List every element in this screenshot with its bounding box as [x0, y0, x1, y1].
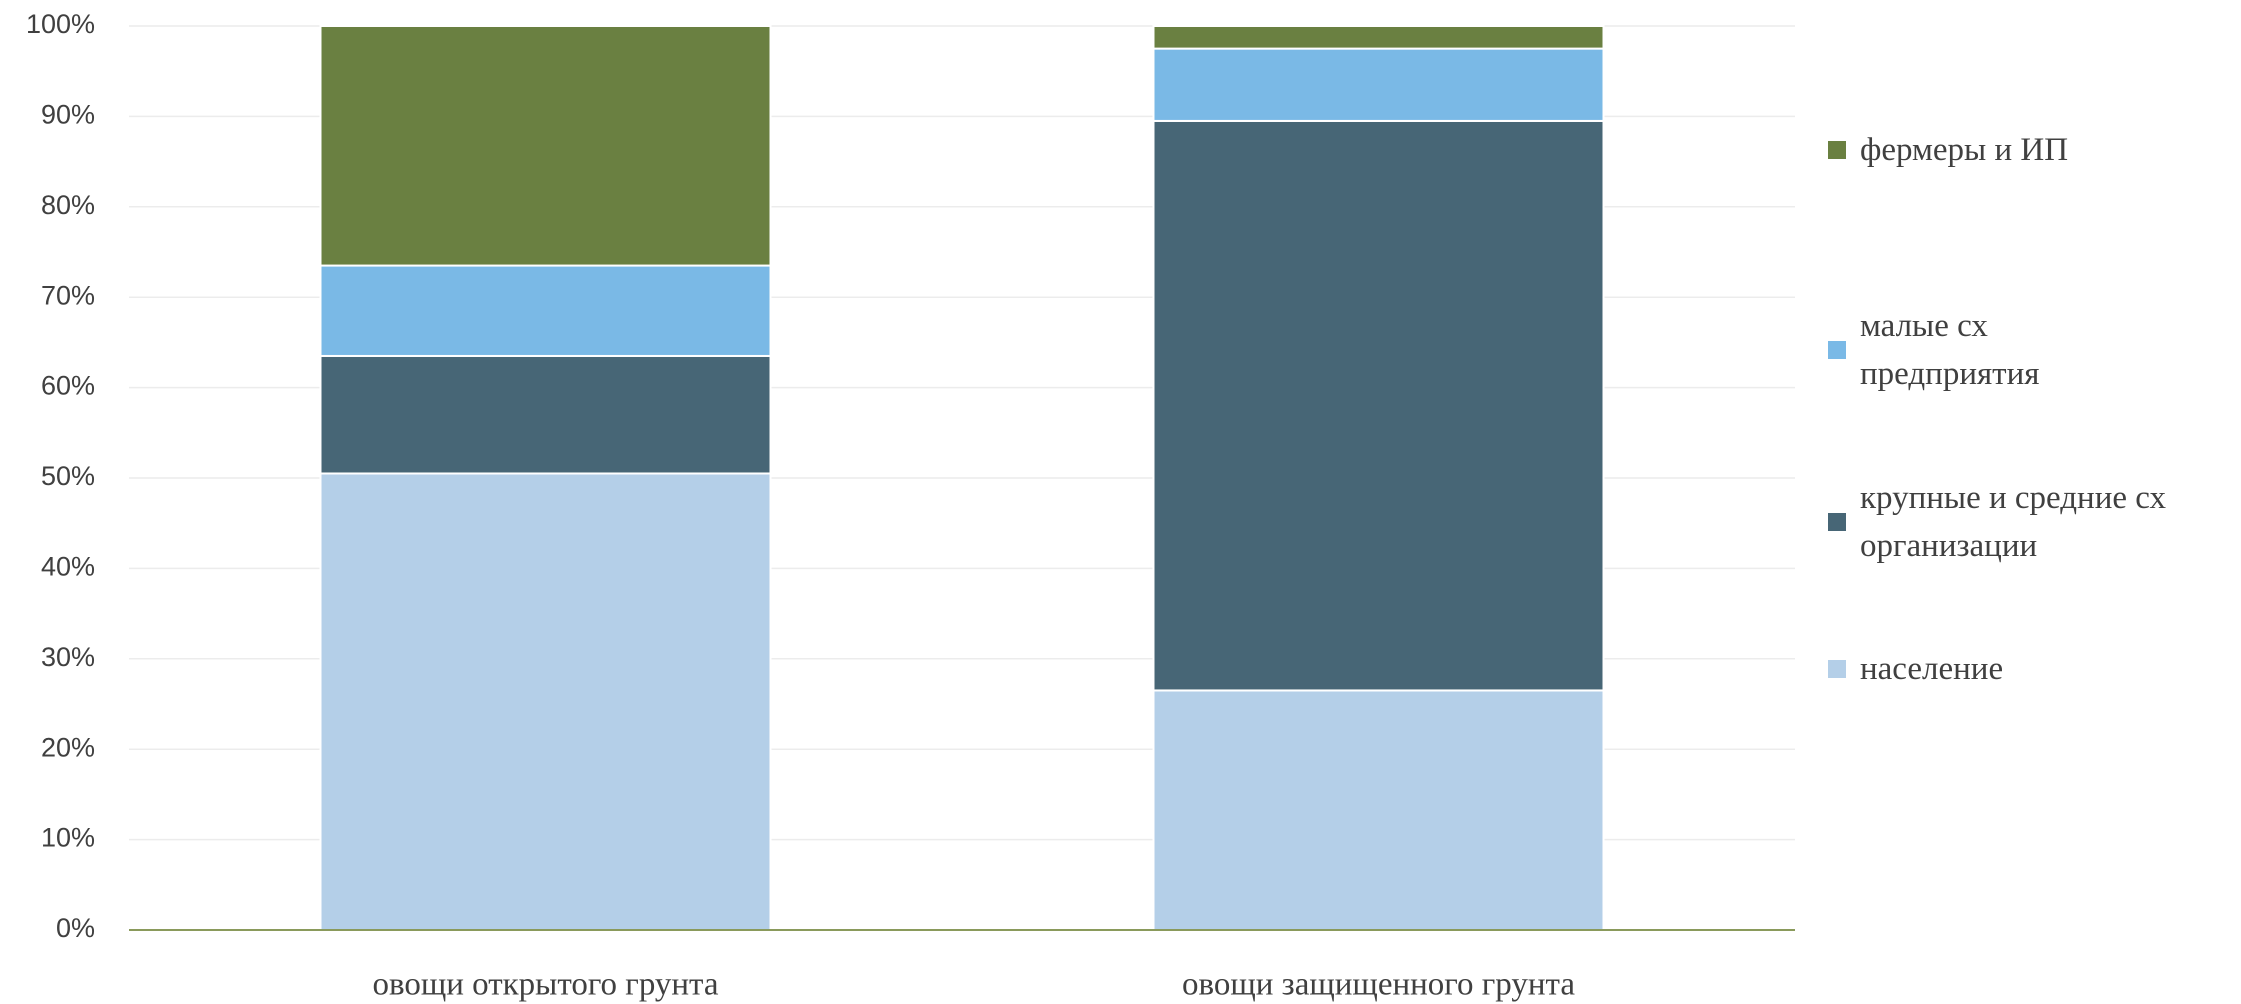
bar-segment	[319, 472, 772, 931]
bar-segment	[319, 25, 772, 267]
x-tick-label: овощи открытого грунта	[372, 967, 718, 1003]
legend-item: фермеры и ИП	[1828, 102, 2228, 198]
legend-swatch	[1828, 660, 1846, 678]
y-tick-label: 0%	[56, 913, 95, 943]
legend-swatch	[1828, 341, 1846, 359]
legend-label: фермеры и ИП	[1860, 132, 2069, 168]
legend-label: население	[1860, 651, 2004, 687]
bar-segment	[1152, 119, 1605, 692]
bar-segment	[1152, 25, 1605, 50]
y-tick-label: 20%	[41, 732, 95, 762]
x-tick-label: овощи защищенного грунта	[1182, 967, 1575, 1003]
y-tick-label: 50%	[41, 461, 95, 491]
y-tick-label: 80%	[41, 190, 95, 220]
legend-item: крупные и средние сх организации	[1828, 474, 2228, 570]
legend-swatch	[1828, 513, 1846, 531]
y-tick-label: 100%	[26, 9, 95, 39]
bar-segment	[319, 264, 772, 357]
bar-segment	[1152, 689, 1605, 931]
y-tick-label: 90%	[41, 100, 95, 130]
y-tick-label: 40%	[41, 552, 95, 582]
legend-item: малые сх предприятия	[1828, 302, 2228, 398]
bar-segment	[319, 354, 772, 475]
bar-segment	[1152, 47, 1605, 122]
y-tick-label: 30%	[41, 642, 95, 672]
legend-label: крупные и средние сх организации	[1860, 480, 2166, 564]
legend-item: население	[1828, 621, 2228, 717]
legend-swatch	[1828, 141, 1846, 159]
y-tick-label: 70%	[41, 280, 95, 310]
y-tick-label: 10%	[41, 823, 95, 853]
y-tick-label: 60%	[41, 371, 95, 401]
legend-label: малые сх предприятия	[1860, 308, 2040, 392]
